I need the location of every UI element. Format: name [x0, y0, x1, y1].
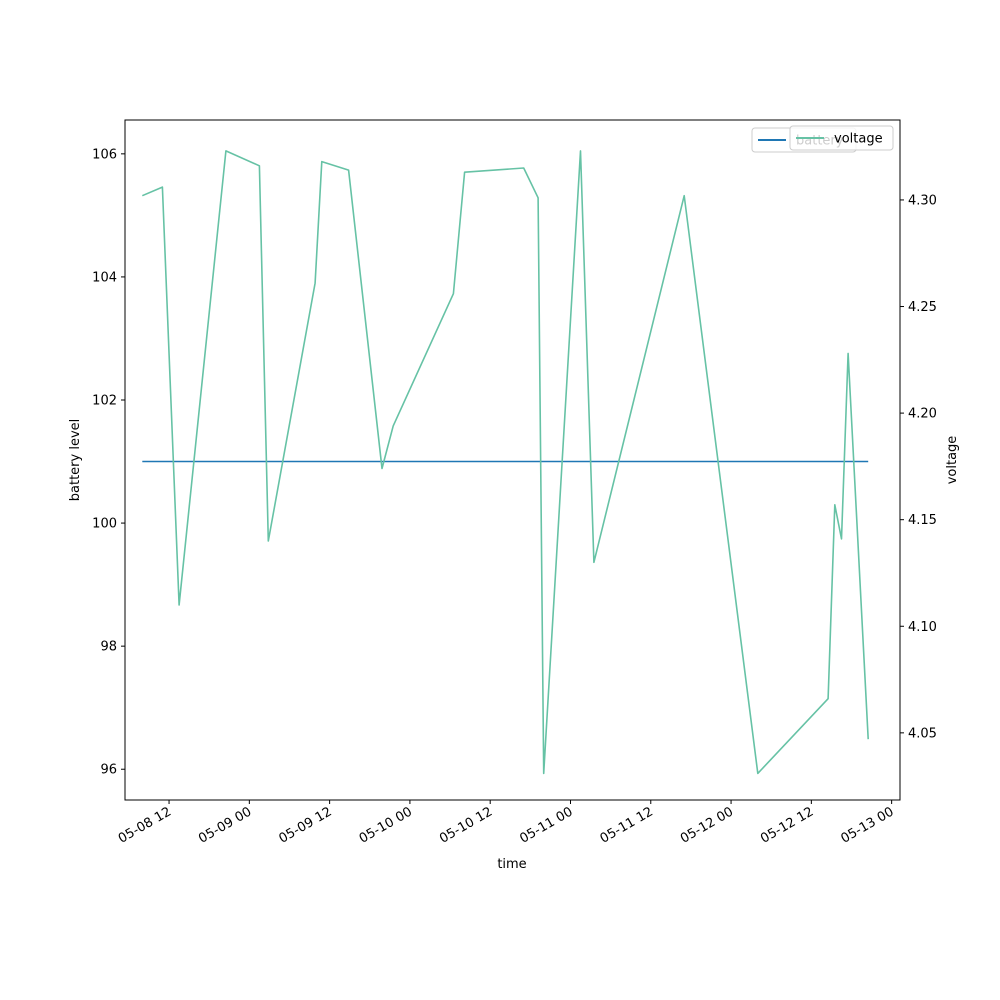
x-axis-label: time: [497, 857, 526, 872]
y-left-tick-label: 100: [92, 517, 117, 532]
voltage-series-line: [141, 150, 869, 775]
y-axis-right-label: voltage: [945, 436, 960, 485]
y-left-tick-label: 104: [92, 270, 117, 285]
y-right-tick-label: 4.25: [908, 300, 937, 315]
y-left-tick-label: 98: [100, 640, 117, 655]
y-axis-left-label: battery level: [68, 419, 83, 502]
legend-box: [789, 125, 894, 151]
y-left-tick-label: 106: [92, 147, 117, 162]
y-right-tick-label: 4.20: [908, 407, 937, 422]
y-left-tick-label: 96: [100, 763, 117, 778]
y-left-tick-label: 102: [92, 394, 117, 409]
plot-area: [141, 150, 869, 775]
y-right-tick-label: 4.30: [908, 193, 937, 208]
y-right-tick-label: 4.15: [908, 513, 937, 528]
legend-label: voltage: [834, 132, 883, 147]
legend: batteryvoltage: [751, 125, 894, 153]
y-right-tick-label: 4.05: [908, 726, 937, 741]
axes-frame: [124, 119, 901, 801]
y-right-tick-label: 4.10: [908, 620, 937, 635]
